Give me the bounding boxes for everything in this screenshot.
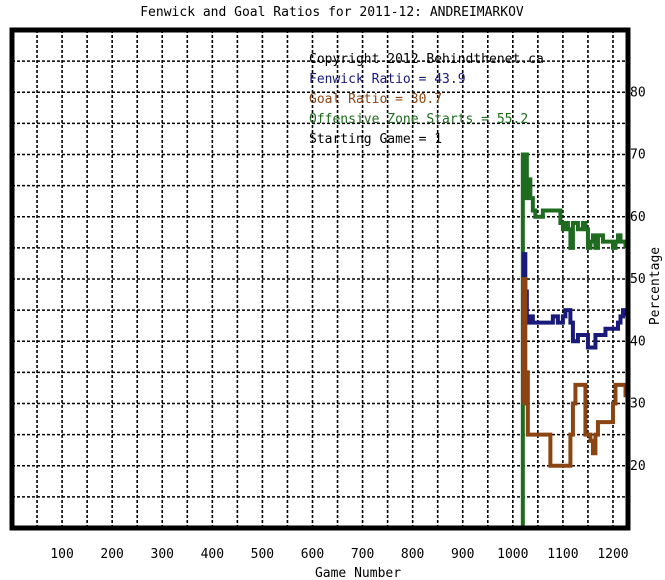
gridlines bbox=[12, 30, 628, 528]
x-tick-labels: 100 200 300 400 500 600 700 800 900 1000 1100 1200 bbox=[50, 547, 628, 562]
annotation-line: Goal Ratio = 30.7 bbox=[309, 92, 442, 107]
series-line-fenwick-ratio bbox=[521, 252, 628, 350]
y-tick-label: 20 bbox=[630, 459, 646, 474]
y-tick-label: 60 bbox=[630, 210, 646, 225]
y-tick-label: 80 bbox=[630, 85, 646, 100]
x-tick-label: 200 bbox=[100, 547, 123, 562]
series-layer bbox=[520, 152, 628, 528]
x-tick-label: 400 bbox=[201, 547, 224, 562]
x-tick-label: 800 bbox=[401, 547, 424, 562]
y-tick-label: 70 bbox=[630, 148, 646, 163]
y-tick-label: 30 bbox=[630, 397, 646, 412]
plot-frame bbox=[9, 27, 631, 531]
y-tick-label: 50 bbox=[630, 272, 646, 287]
x-tick-label: 1000 bbox=[497, 547, 528, 562]
series-line-goal-ratio bbox=[521, 277, 628, 468]
x-tick-label: 100 bbox=[50, 547, 73, 562]
annotation-line: Copyright 2012 Behindthenet.ca bbox=[309, 52, 544, 67]
annotation-line: Starting Game = 1 bbox=[309, 132, 442, 147]
y-tick-label: 40 bbox=[630, 334, 646, 349]
chart-title: Fenwick and Goal Ratios for 2011-12: AND… bbox=[140, 5, 524, 20]
x-axis-label: Game Number bbox=[315, 566, 401, 580]
annotations: Copyright 2012 Behindthenet.ca Fenwick Ra… bbox=[309, 52, 544, 147]
series-line-offensive-zone-starts bbox=[520, 152, 628, 528]
x-tick-label: 500 bbox=[251, 547, 274, 562]
x-tick-label: 700 bbox=[351, 547, 374, 562]
annotation-line: Fenwick Ratio = 43.9 bbox=[309, 72, 466, 87]
y-axis-label: Percentage bbox=[648, 247, 663, 325]
x-tick-label: 1200 bbox=[597, 547, 628, 562]
x-tick-label: 300 bbox=[151, 547, 174, 562]
x-tick-label: 1100 bbox=[547, 547, 578, 562]
annotation-line: Offensive Zone Starts = 55.2 bbox=[309, 112, 528, 127]
x-tick-label: 600 bbox=[301, 547, 324, 562]
y-tick-labels: 20 30 40 50 60 70 80 bbox=[630, 85, 646, 474]
x-tick-label: 900 bbox=[451, 547, 474, 562]
